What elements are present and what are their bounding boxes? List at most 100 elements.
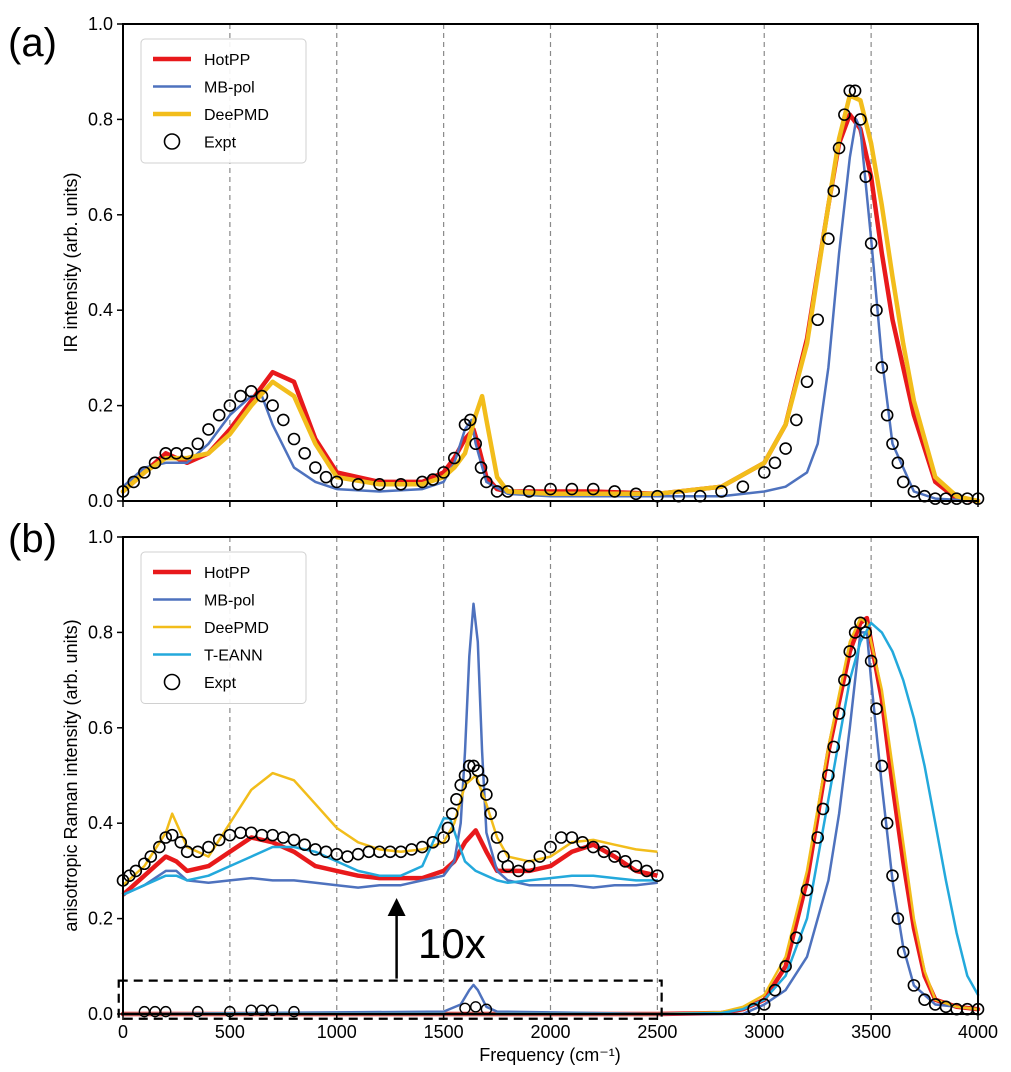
series-expt-point (811, 831, 824, 844)
inset-expt-point (415, 840, 429, 854)
panel-a-y-axis-label: IR intensity (arb. units) (61, 172, 81, 352)
panel-a-label: (a) (8, 21, 57, 65)
series-expt-point (880, 816, 894, 830)
series-expt-point (565, 482, 579, 496)
series-expt-baseline-point (192, 1005, 204, 1018)
inset-expt-point (426, 835, 440, 849)
panel-b-legend: HotPP MB-pol DeePMD T-EANN Expt (140, 551, 307, 704)
series-expt-point (223, 399, 237, 412)
inset-expt-point (484, 807, 497, 820)
series-deepmd-line (120, 93, 981, 504)
series-expt-point (875, 361, 889, 374)
series-expt-point (469, 437, 482, 451)
panel-b-ticks: 0.0 0.2 0.4 0.6 0.8 1.0 0 500 1000 1500 2000 2500 30… (88, 527, 998, 1042)
series-expt-point (864, 654, 878, 668)
series-expt-point (544, 482, 557, 496)
inset-t-eann-line (122, 817, 658, 896)
legend-label-t-eann: T-EANN (204, 648, 263, 665)
series-expt-point (138, 466, 151, 479)
panel-b-raman-spectrum: (b) 0.0 0.2 0.4 0.6 0.8 1.0 0 500 1000 1500 2000 25… (8, 517, 998, 1065)
series-expt-point (779, 959, 792, 973)
series-expt-point (394, 478, 408, 491)
inset-expt-point (144, 850, 158, 863)
series-expt-point (768, 456, 782, 470)
inset-deepmd-line (122, 771, 658, 887)
series-expt-point (480, 475, 493, 489)
series-expt-point (816, 802, 830, 816)
inset-expt-point (533, 850, 547, 863)
magnification-label: 10x (418, 920, 486, 967)
inset-expt-point (277, 831, 290, 844)
series-expt-point (886, 869, 899, 882)
series-expt-point (854, 113, 867, 126)
series-expt-point (277, 413, 290, 427)
inset-expt-point (640, 864, 653, 878)
series-expt-point (180, 446, 194, 460)
inset-expt-point (554, 831, 568, 844)
series-expt-point (832, 141, 846, 155)
series-expt-point (838, 108, 851, 121)
series-expt-point (907, 979, 921, 992)
series-expt-point (891, 912, 905, 925)
series-expt-point (800, 375, 814, 389)
series-expt-point (148, 456, 162, 470)
series-expt-point (629, 487, 643, 501)
legend-box (140, 551, 307, 704)
series-expt-point (474, 461, 488, 474)
legend-label-expt: Expt (204, 135, 237, 152)
series-expt-point (244, 384, 258, 398)
series-expt-point (464, 413, 477, 427)
y-tick-label: 0.6 (88, 205, 113, 225)
series-expt-point (298, 446, 311, 460)
inset-expt-point (309, 843, 322, 856)
y-tick-label: 0.8 (88, 622, 113, 642)
inset-expt-point (565, 831, 579, 844)
series-expt-point (426, 473, 440, 486)
series-expt-point (800, 883, 814, 897)
inset-expt-point (165, 828, 179, 842)
series-expt-point (832, 707, 846, 720)
inset-expt-point (480, 788, 493, 801)
series-expt-baseline-point (288, 1005, 300, 1018)
x-tick-label: 3000 (744, 1022, 784, 1042)
inset-expt-point (341, 850, 354, 863)
series-expt-point (896, 475, 910, 489)
inset-expt-point (212, 833, 226, 847)
series-expt-point (255, 389, 269, 403)
y-tick-label: 1.0 (88, 527, 113, 547)
series-expt-point (127, 475, 140, 489)
inset-expt-point (651, 869, 664, 882)
series-expt-baseline-point (160, 1005, 172, 1018)
x-tick-label: 0 (118, 1022, 128, 1042)
y-tick-label: 0.0 (88, 491, 113, 511)
series-mb-pol-line (121, 118, 980, 503)
series-expt-point (870, 702, 883, 716)
inset-expt-point (586, 840, 600, 854)
series-expt-point (757, 998, 771, 1011)
series-expt-point (373, 478, 386, 491)
inset-expt-point (501, 859, 515, 873)
inset-expt-point (373, 845, 386, 859)
x-tick-label: 1000 (317, 1022, 357, 1042)
series-expt-point (309, 461, 322, 474)
legend-label-deepmd: DeePMD (204, 107, 269, 124)
inset-expt-point (597, 845, 611, 859)
series-mb-pol-line (121, 631, 980, 1016)
inset-expt-point (512, 864, 525, 878)
inset-expt-point (191, 845, 205, 859)
y-tick-label: 0.2 (88, 396, 113, 416)
y-tick-label: 0.4 (88, 813, 113, 833)
inset-expt-point (174, 835, 188, 849)
series-expt-point (918, 993, 931, 1006)
series-expt-point (448, 451, 461, 465)
series-expt-point (870, 303, 883, 317)
inset-expt-point (159, 831, 173, 844)
legend-swatch-expt (163, 673, 181, 691)
inset-expt-point (298, 838, 311, 851)
inset-hotpp-line (121, 828, 658, 897)
inset-expt-point (490, 831, 504, 844)
series-expt-point (790, 413, 803, 427)
series-expt-point (838, 673, 851, 687)
series-expt-baseline-point (266, 1004, 279, 1016)
panel-a-ir-spectrum: (a) 0.0 0.2 0.4 0.6 0.8 1.0 IR intensity (arb… (8, 14, 985, 511)
